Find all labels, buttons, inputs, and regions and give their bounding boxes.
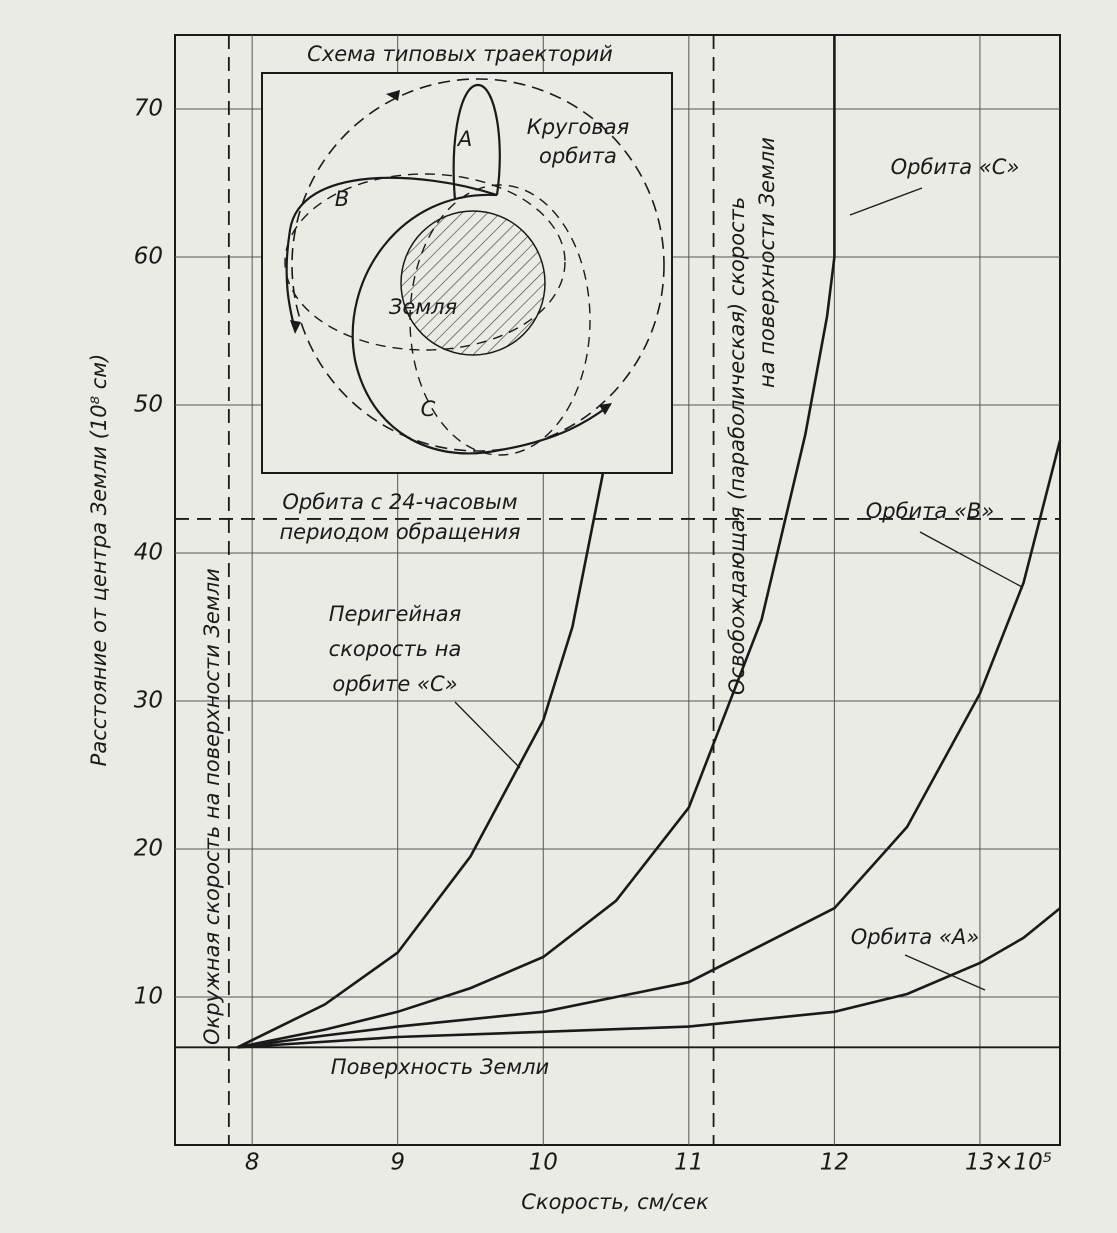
leader — [454, 701, 521, 769]
orbit-b-dashed — [284, 173, 566, 351]
orbit-a — [452, 83, 501, 201]
x-tick-label: 9 — [390, 1150, 405, 1176]
reference-label: периодом обращения — [279, 520, 520, 544]
inset-label: орбита — [539, 144, 617, 168]
y-tick-label: 10 — [134, 984, 163, 1010]
arrow — [386, 90, 400, 101]
y-axis-label: Расстояние от центра Земли (10⁸ см) — [87, 354, 111, 767]
x-axis-label: Скорость, см/сек — [521, 1190, 709, 1214]
reference-label: Орбита с 24-часовым — [282, 490, 517, 514]
leader — [849, 187, 923, 216]
x-tick-label: 10 — [529, 1150, 558, 1176]
y-tick-label: 50 — [134, 392, 163, 418]
arrow — [290, 320, 301, 334]
inset-label: Круговая — [527, 115, 629, 139]
circular-orbit — [291, 78, 665, 452]
series-label: Орбита «A» — [851, 925, 980, 949]
arrow — [599, 403, 612, 415]
y-tick-label: 40 — [134, 540, 163, 566]
y-tick-label: 70 — [134, 96, 163, 122]
y-tick-label: 20 — [134, 836, 163, 862]
x-tick-label: 12 — [820, 1150, 849, 1176]
plot-frame — [174, 34, 1061, 1146]
orbit-c — [351, 193, 611, 455]
inset: Схема типовых траекторий A B C Круговая … — [261, 42, 673, 474]
leader — [904, 954, 986, 991]
series-line — [237, 35, 836, 1049]
x-tick-label: 13×10⁵ — [965, 1150, 1052, 1176]
orbit-c-dashed — [409, 184, 591, 456]
inset-label: Земля — [389, 295, 457, 319]
series-label: орбите «C» — [332, 672, 457, 696]
reference-label: Окружная скорость на поверхности Земли — [200, 568, 224, 1045]
x-tick-label: 11 — [674, 1150, 703, 1176]
x-tick-label: 8 — [245, 1150, 260, 1176]
orbit-b — [285, 176, 498, 331]
y-tick-label: 60 — [134, 244, 163, 270]
reference-label: Освобождающая (параболическая) скорость — [725, 197, 749, 695]
series-label: Орбита «B» — [866, 499, 995, 523]
y-tick-label: 30 — [134, 688, 163, 714]
inset-label: B — [335, 187, 349, 211]
inset-label: A — [456, 127, 472, 151]
series-label: скорость на — [329, 637, 462, 661]
earth — [400, 210, 546, 356]
series-line — [237, 440, 1062, 1049]
inset-label: C — [421, 397, 436, 421]
series-label: Орбита «C» — [891, 155, 1020, 179]
inset-title: Схема типовых траекторий — [307, 42, 613, 66]
leader — [919, 531, 1023, 588]
series-line — [237, 330, 632, 1049]
series-line — [237, 907, 1061, 1049]
series-label: Перигейная — [329, 602, 462, 626]
reference-label: на поверхности Земли — [755, 137, 779, 388]
reference-label: Поверхность Земли — [331, 1055, 549, 1079]
